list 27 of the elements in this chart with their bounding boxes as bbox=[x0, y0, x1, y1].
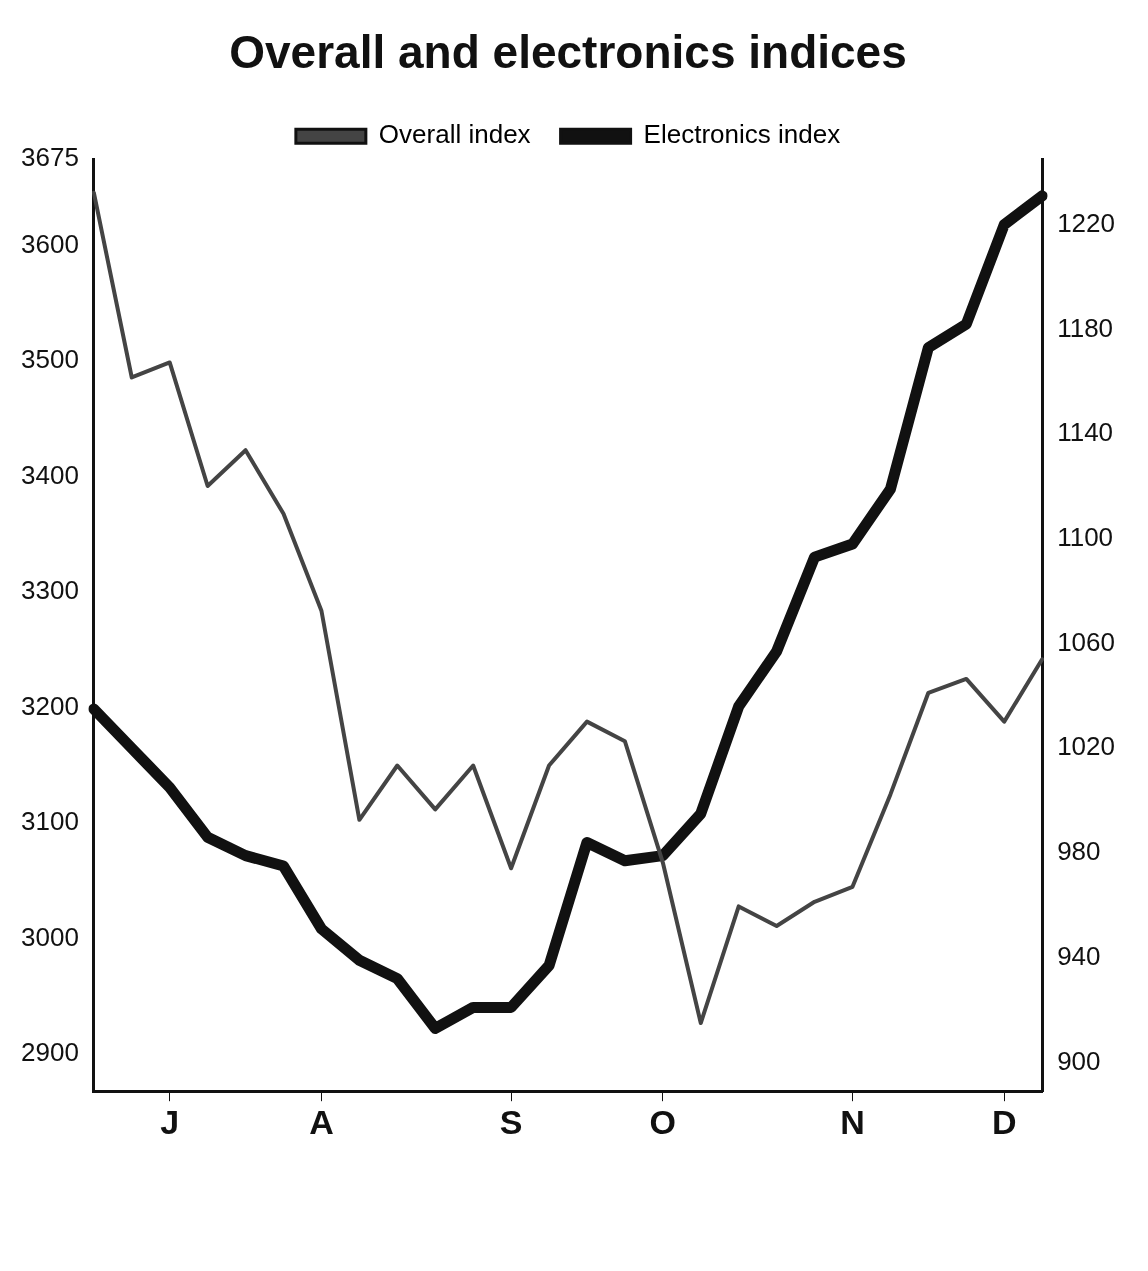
x-tick-label: D bbox=[991, 1102, 1017, 1141]
y-tick-label: 3500 bbox=[21, 344, 79, 375]
y2-tick-label: 900 bbox=[1057, 1045, 1101, 1076]
y-tick-label: 3600 bbox=[21, 228, 79, 259]
y2-tick-label: 1180 bbox=[1057, 312, 1114, 343]
y2-tick-label: 1060 bbox=[1057, 626, 1115, 657]
x-tick-label: J bbox=[160, 1102, 180, 1141]
y-tick-label: 3100 bbox=[21, 806, 79, 837]
y2-tick-label: 1220 bbox=[1057, 207, 1115, 238]
x-tick-label: N bbox=[840, 1102, 865, 1141]
y-tick-label: 3200 bbox=[21, 690, 79, 721]
y-tick-label: 3400 bbox=[21, 459, 79, 490]
chart-title: Overall and electronics indices bbox=[229, 26, 907, 79]
legend-label: Electronics index bbox=[643, 119, 841, 150]
x-tick-label: S bbox=[499, 1102, 523, 1141]
y2-tick-label: 1100 bbox=[1057, 521, 1114, 552]
y-tick-label: 2900 bbox=[21, 1037, 79, 1068]
x-tick-label: O bbox=[649, 1102, 677, 1141]
y-tick-label: 3300 bbox=[21, 575, 79, 606]
y2-tick-label: 1020 bbox=[1057, 731, 1115, 762]
y-tick-label: 3000 bbox=[21, 921, 79, 952]
y2-tick-label: 980 bbox=[1057, 836, 1101, 867]
y2-tick-label: 940 bbox=[1057, 940, 1101, 971]
legend-label: Overall index bbox=[378, 119, 531, 150]
x-tick-label: A bbox=[309, 1102, 334, 1141]
y-tick-label: 3675 bbox=[21, 142, 79, 173]
y2-tick-label: 1140 bbox=[1057, 417, 1114, 448]
